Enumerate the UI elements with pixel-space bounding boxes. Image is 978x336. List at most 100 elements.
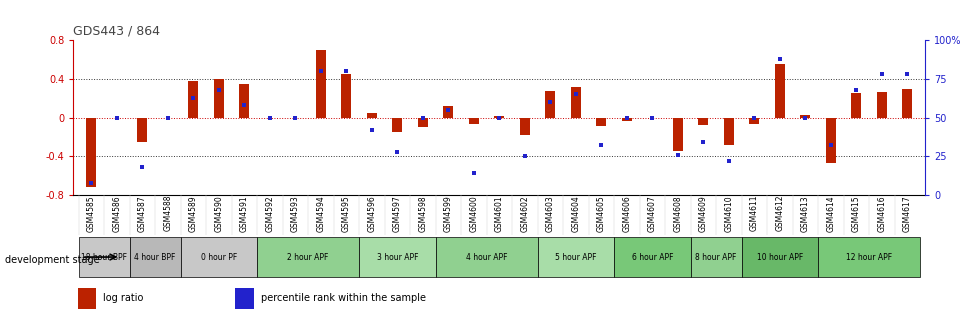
Point (237, 102, 252, 108)
Text: GSM4612: GSM4612 (775, 195, 783, 232)
Text: 5 hour APF: 5 hour APF (555, 253, 596, 261)
Bar (697, 118, 708, 125)
Text: 2 hour APF: 2 hour APF (288, 253, 329, 261)
Bar (799, 115, 810, 118)
Point (772, 56, 787, 61)
Text: GSM4616: GSM4616 (876, 195, 885, 232)
Bar (876, 92, 886, 118)
Text: GSM4608: GSM4608 (673, 195, 682, 232)
Bar (723, 118, 734, 145)
Bar (235, 288, 253, 309)
Text: 4 hour BPF: 4 hour BPF (134, 253, 175, 261)
Bar (213, 79, 224, 118)
Text: 4 hour APF: 4 hour APF (466, 253, 507, 261)
Text: GSM4611: GSM4611 (749, 195, 758, 232)
Text: GSM4589: GSM4589 (189, 195, 198, 232)
Text: 8 hour APF: 8 hour APF (694, 253, 736, 261)
Text: GSM4602: GSM4602 (519, 195, 529, 232)
Bar (239, 84, 249, 118)
Text: GSM4587: GSM4587 (138, 195, 147, 232)
Text: GSM4593: GSM4593 (290, 195, 299, 232)
Point (338, 69, 354, 74)
Point (491, 115, 507, 120)
Point (822, 143, 838, 148)
Point (83, 180, 99, 185)
Text: percentile rank within the sample: percentile rank within the sample (260, 293, 425, 303)
Bar (613, 237, 689, 277)
Point (873, 72, 889, 77)
Point (618, 115, 634, 120)
Text: GSM4592: GSM4592 (265, 195, 274, 232)
Text: GSM4607: GSM4607 (647, 195, 656, 232)
Text: GSM4590: GSM4590 (214, 195, 223, 232)
Point (440, 107, 456, 113)
Text: GSM4603: GSM4603 (545, 195, 555, 232)
Text: GSM4606: GSM4606 (622, 195, 631, 232)
Point (567, 92, 583, 97)
Text: GSM4609: GSM4609 (698, 195, 707, 232)
Text: 0 hour PF: 0 hour PF (200, 253, 237, 261)
Point (516, 154, 532, 159)
Bar (418, 118, 427, 127)
Point (262, 115, 278, 120)
Bar (818, 237, 919, 277)
Text: GSM4599: GSM4599 (443, 195, 453, 232)
Bar (774, 65, 784, 118)
Point (720, 158, 735, 164)
Bar (77, 288, 96, 309)
Text: 3 hour APF: 3 hour APF (377, 253, 418, 261)
Point (542, 99, 557, 105)
Bar (519, 118, 529, 135)
Text: GSM4594: GSM4594 (316, 195, 325, 232)
Text: GSM4600: GSM4600 (468, 195, 478, 232)
Point (210, 87, 226, 92)
Point (313, 69, 329, 74)
Point (797, 115, 813, 120)
Text: development stage: development stage (5, 255, 100, 265)
Text: GSM4588: GSM4588 (163, 195, 172, 232)
Bar (494, 116, 504, 118)
Text: GSM4596: GSM4596 (367, 195, 376, 232)
Bar (367, 113, 377, 118)
Bar (86, 118, 96, 187)
Text: GSM4614: GSM4614 (825, 195, 834, 232)
Text: GSM4598: GSM4598 (418, 195, 426, 232)
Bar (435, 237, 537, 277)
Bar (850, 93, 861, 118)
Bar (188, 81, 199, 118)
Point (669, 152, 685, 157)
Bar (359, 237, 435, 277)
Bar (78, 237, 129, 277)
Point (288, 115, 303, 120)
Bar (137, 118, 148, 142)
Point (899, 72, 914, 77)
Bar (740, 237, 818, 277)
Bar (537, 237, 613, 277)
Bar (689, 237, 740, 277)
Bar (468, 118, 478, 124)
Text: GSM4597: GSM4597 (392, 195, 401, 232)
Bar (748, 118, 759, 124)
Bar (443, 106, 453, 118)
Text: 10 hour APF: 10 hour APF (756, 253, 802, 261)
Point (389, 149, 405, 154)
Bar (824, 118, 835, 163)
Text: GSM4601: GSM4601 (494, 195, 504, 232)
Text: GSM4610: GSM4610 (724, 195, 733, 232)
Point (848, 87, 864, 92)
Bar (180, 237, 257, 277)
Bar (392, 118, 402, 132)
Text: GSM4605: GSM4605 (597, 195, 605, 232)
Point (644, 115, 659, 120)
Text: GSM4617: GSM4617 (902, 195, 911, 232)
Bar (545, 91, 555, 118)
Text: GSM4595: GSM4595 (341, 195, 350, 232)
Bar (257, 237, 359, 277)
Point (185, 95, 200, 100)
Point (109, 115, 124, 120)
Bar (596, 118, 605, 126)
Point (694, 140, 710, 145)
Bar (341, 74, 351, 118)
Text: 18 hour BPF: 18 hour BPF (81, 253, 127, 261)
Text: GSM4604: GSM4604 (571, 195, 580, 232)
